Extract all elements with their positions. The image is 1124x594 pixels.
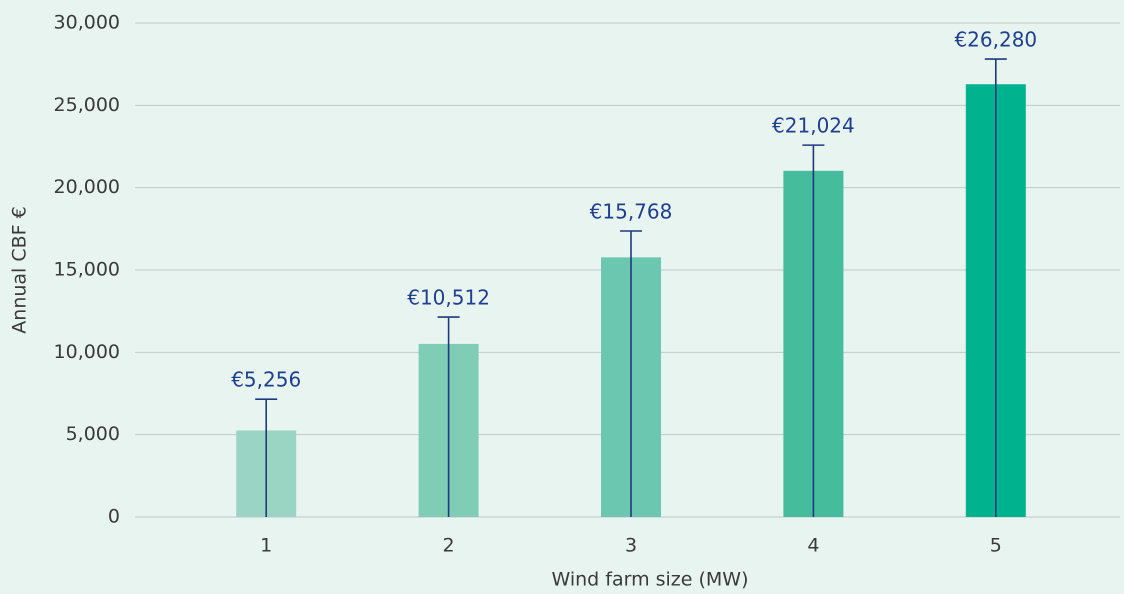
error-bar: [620, 230, 642, 517]
x-tick-label: 5: [990, 535, 1002, 557]
x-tick-label: 1: [260, 535, 272, 557]
error-bar: [255, 398, 278, 517]
value-label: €15,768: [590, 200, 673, 224]
y-tick-label: 5,000: [66, 423, 120, 445]
x-tick-label: 4: [807, 535, 819, 557]
value-label: €21,024: [772, 114, 855, 138]
value-label: €26,280: [954, 28, 1037, 52]
y-axis-label: Annual CBF €: [9, 206, 31, 333]
y-tick-label: 0: [108, 506, 120, 528]
error-bar: [437, 316, 460, 517]
value-label: €10,512: [407, 286, 490, 310]
x-tick-label: 2: [443, 535, 455, 557]
y-tick-label: 20,000: [54, 176, 120, 198]
y-tick-label: 25,000: [54, 94, 120, 116]
error-bar: [802, 144, 825, 517]
y-tick-label: 15,000: [54, 259, 120, 281]
x-axis-label: Wind farm size (MW): [551, 569, 748, 591]
x-tick-label: 3: [625, 535, 637, 557]
y-tick-label: 30,000: [54, 12, 120, 34]
error-bar: [984, 58, 1007, 517]
value-label: €5,256: [231, 368, 301, 392]
y-tick-label: 10,000: [54, 341, 120, 363]
